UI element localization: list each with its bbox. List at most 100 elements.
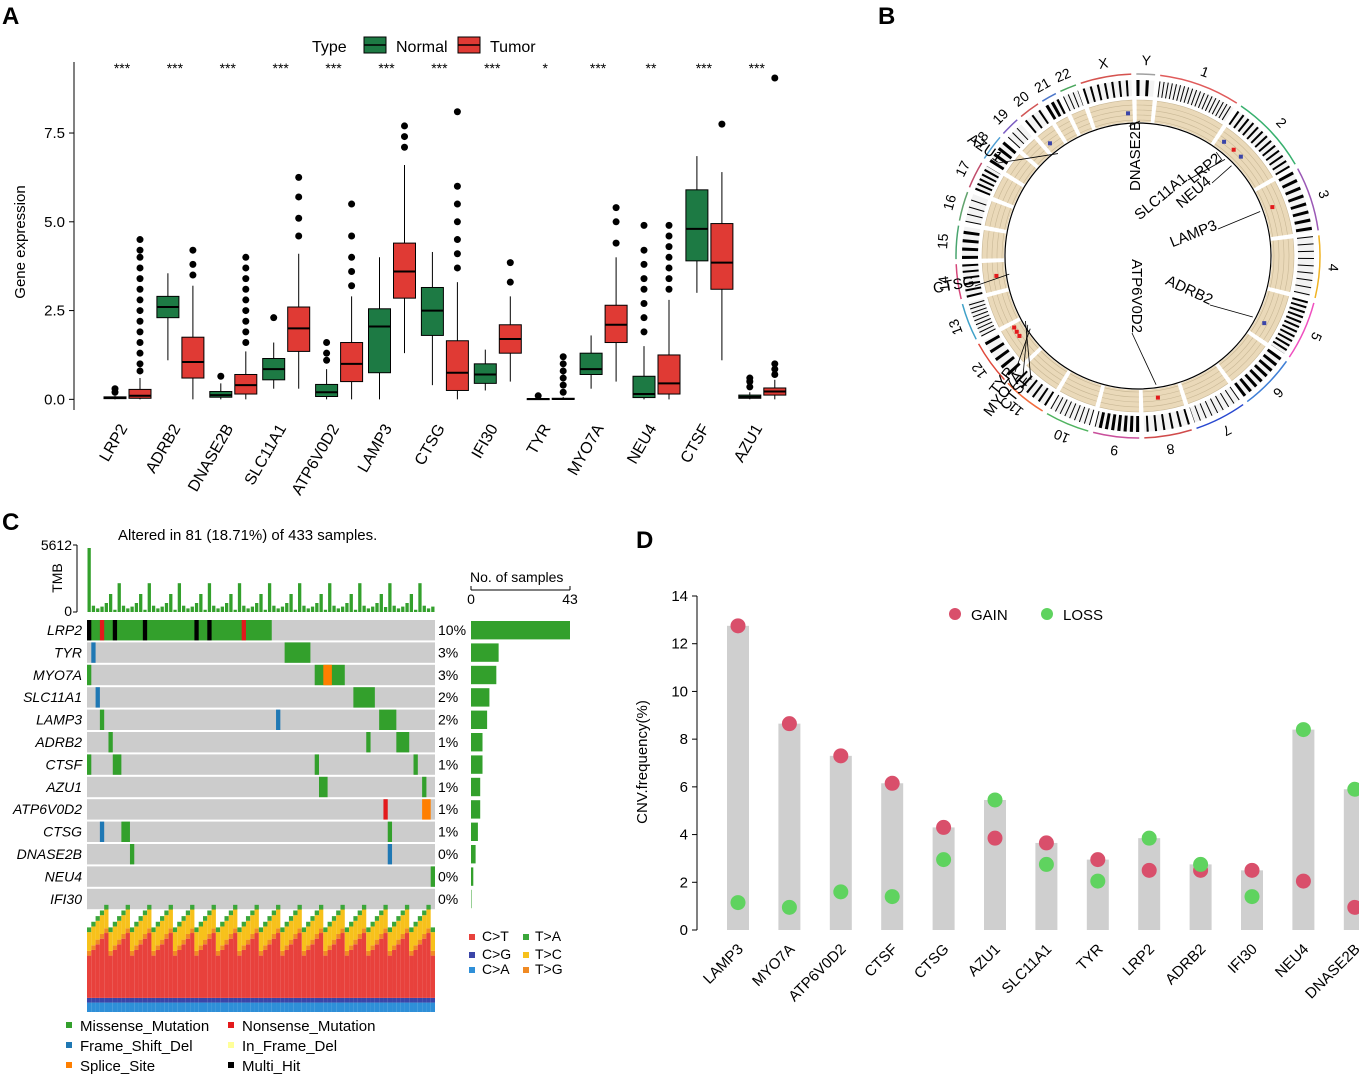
titv-segment <box>220 921 225 927</box>
titv-segment <box>258 932 264 951</box>
box-outlier <box>640 246 648 254</box>
box-outlier <box>718 120 726 128</box>
titv-segment <box>164 1002 169 1012</box>
titv-segment <box>392 1002 397 1012</box>
titv-segment <box>117 939 122 945</box>
box-outlier <box>559 360 567 368</box>
box-outlier <box>242 253 250 261</box>
titv-segment <box>155 1002 161 1012</box>
cnv-gridline <box>1018 163 1032 181</box>
box-outlier <box>136 264 144 272</box>
cnv-gridline <box>1143 404 1185 413</box>
ideogram-stripes <box>1007 124 1032 149</box>
titv-segment <box>422 997 427 1003</box>
titv-segment <box>404 997 410 1003</box>
oncoplot-row-bg <box>87 664 435 686</box>
box-normal <box>368 308 391 374</box>
titv-segment <box>353 944 358 998</box>
titv-segment <box>276 1002 281 1012</box>
titv-segment <box>177 949 182 998</box>
chromosome-arc <box>958 191 969 221</box>
titv-segment <box>194 932 199 951</box>
titv-segment <box>112 945 118 950</box>
tmb-bar <box>426 608 431 612</box>
chromosome-arc <box>983 136 1001 159</box>
cnv-bar <box>984 799 1006 930</box>
box-outlier <box>453 250 461 258</box>
cnv-marker <box>1047 141 1052 146</box>
titv-segment <box>404 928 410 934</box>
titv-segment <box>323 932 328 951</box>
box-outlier <box>111 385 119 393</box>
ideogram-stripes <box>975 165 1001 196</box>
titv-segment <box>91 949 96 998</box>
titv-segment <box>87 997 92 1003</box>
mutation-cell <box>387 821 393 842</box>
box-outlier <box>665 232 673 240</box>
titv-segment <box>155 945 161 950</box>
titv-segment <box>430 950 435 956</box>
tmb-bar <box>375 603 379 612</box>
chromosome-label: 13 <box>945 317 966 338</box>
titv-segment <box>319 909 324 929</box>
titv-segment <box>327 997 332 1003</box>
tmb-bar <box>362 605 366 612</box>
inner-circle <box>1004 122 1272 390</box>
titv-segment <box>245 939 251 945</box>
titv-segment <box>267 1002 272 1012</box>
box-outlier <box>640 221 648 229</box>
titv-segment <box>284 926 289 946</box>
cnv-gridline <box>1225 340 1258 374</box>
titv-segment <box>301 1002 307 1012</box>
titv-segment <box>267 916 272 921</box>
tmb-bar <box>280 606 285 612</box>
titv-segment <box>374 997 380 1003</box>
titv-segment <box>87 932 92 951</box>
titv-segment <box>336 915 341 934</box>
titv-segment <box>121 997 126 1003</box>
box-outlier <box>348 253 356 261</box>
gene-connector <box>997 153 1059 164</box>
cnv-gridline <box>1267 296 1290 343</box>
tmb-axis-min: 0 <box>64 603 72 619</box>
box-outlier <box>348 282 356 290</box>
titv-segment <box>215 932 221 951</box>
oncoplot-title: Altered in 81 (18.71%) of 433 samples. <box>118 527 377 544</box>
titv-segment <box>263 1002 268 1012</box>
mutation-cell <box>387 844 393 865</box>
titv-segment <box>245 997 251 1003</box>
titv-segment <box>250 910 255 916</box>
titv-segment <box>396 997 401 1003</box>
loss-point <box>884 889 900 905</box>
titv-segment <box>99 910 105 916</box>
titv-segment <box>404 933 410 998</box>
titv-segment <box>104 904 109 910</box>
cnv-gridline <box>1022 139 1035 152</box>
box-outlier <box>323 339 331 347</box>
tmb-bar <box>414 609 418 612</box>
side-bar <box>471 733 483 752</box>
box-outlier <box>295 173 303 181</box>
titv-segment <box>190 997 195 1003</box>
chromosome-label: 6 <box>1270 384 1287 401</box>
cnv-gridline <box>1274 239 1280 289</box>
box-outlier <box>401 143 408 151</box>
box-outlier <box>136 328 144 336</box>
titv-segment <box>125 928 130 934</box>
cnv-gridline <box>984 201 993 226</box>
titv-segment <box>160 944 165 998</box>
gene-percent-label: 2% <box>438 689 458 705</box>
cnv-gridline <box>1261 188 1278 237</box>
box-outlier <box>270 314 278 322</box>
titv-segment <box>237 955 242 998</box>
titv-segment <box>366 927 371 933</box>
titv-segment <box>155 997 161 1003</box>
chromosome-arc <box>1314 235 1321 299</box>
titv-segment <box>104 909 109 929</box>
gene-percent-label: 3% <box>438 667 458 683</box>
mutation-cell-multihit <box>87 620 92 641</box>
titv-segment <box>87 955 92 998</box>
titv-segment <box>168 997 173 1003</box>
x-tick-label: DNASE2B <box>1302 941 1359 1003</box>
significance-mark: *** <box>114 60 131 76</box>
